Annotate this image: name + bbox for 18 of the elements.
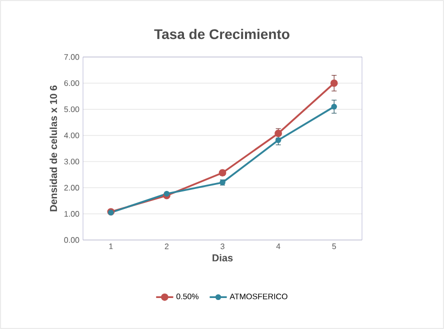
x-tick-label: 1 xyxy=(109,244,113,250)
y-tick-label: 0.00 xyxy=(64,237,80,243)
x-tick-label: 4 xyxy=(276,244,280,250)
y-tick-label: 5.00 xyxy=(64,106,80,112)
x-tick-label: 5 xyxy=(332,244,336,250)
y-tick-label: 2.00 xyxy=(64,184,80,191)
y-tick-label: 6.00 xyxy=(64,80,80,86)
chart-title: Tasa de Crecimiento xyxy=(154,28,290,40)
y-tick-label: 1.00 xyxy=(64,211,80,217)
y-tick-label: 7.00 xyxy=(64,54,80,60)
y-axis-title: Densidad de celulas x 10 6 xyxy=(50,86,58,212)
legend-label: 0.50% xyxy=(176,294,199,300)
x-axis-title: Dias xyxy=(212,254,233,262)
y-tick-label: 3.00 xyxy=(64,158,80,164)
y-tick-label: 4.00 xyxy=(64,132,80,138)
x-tick-label: 3 xyxy=(220,244,224,250)
x-tick-label: 2 xyxy=(164,244,169,250)
legend-label: ATMOSFERICO xyxy=(230,294,288,300)
